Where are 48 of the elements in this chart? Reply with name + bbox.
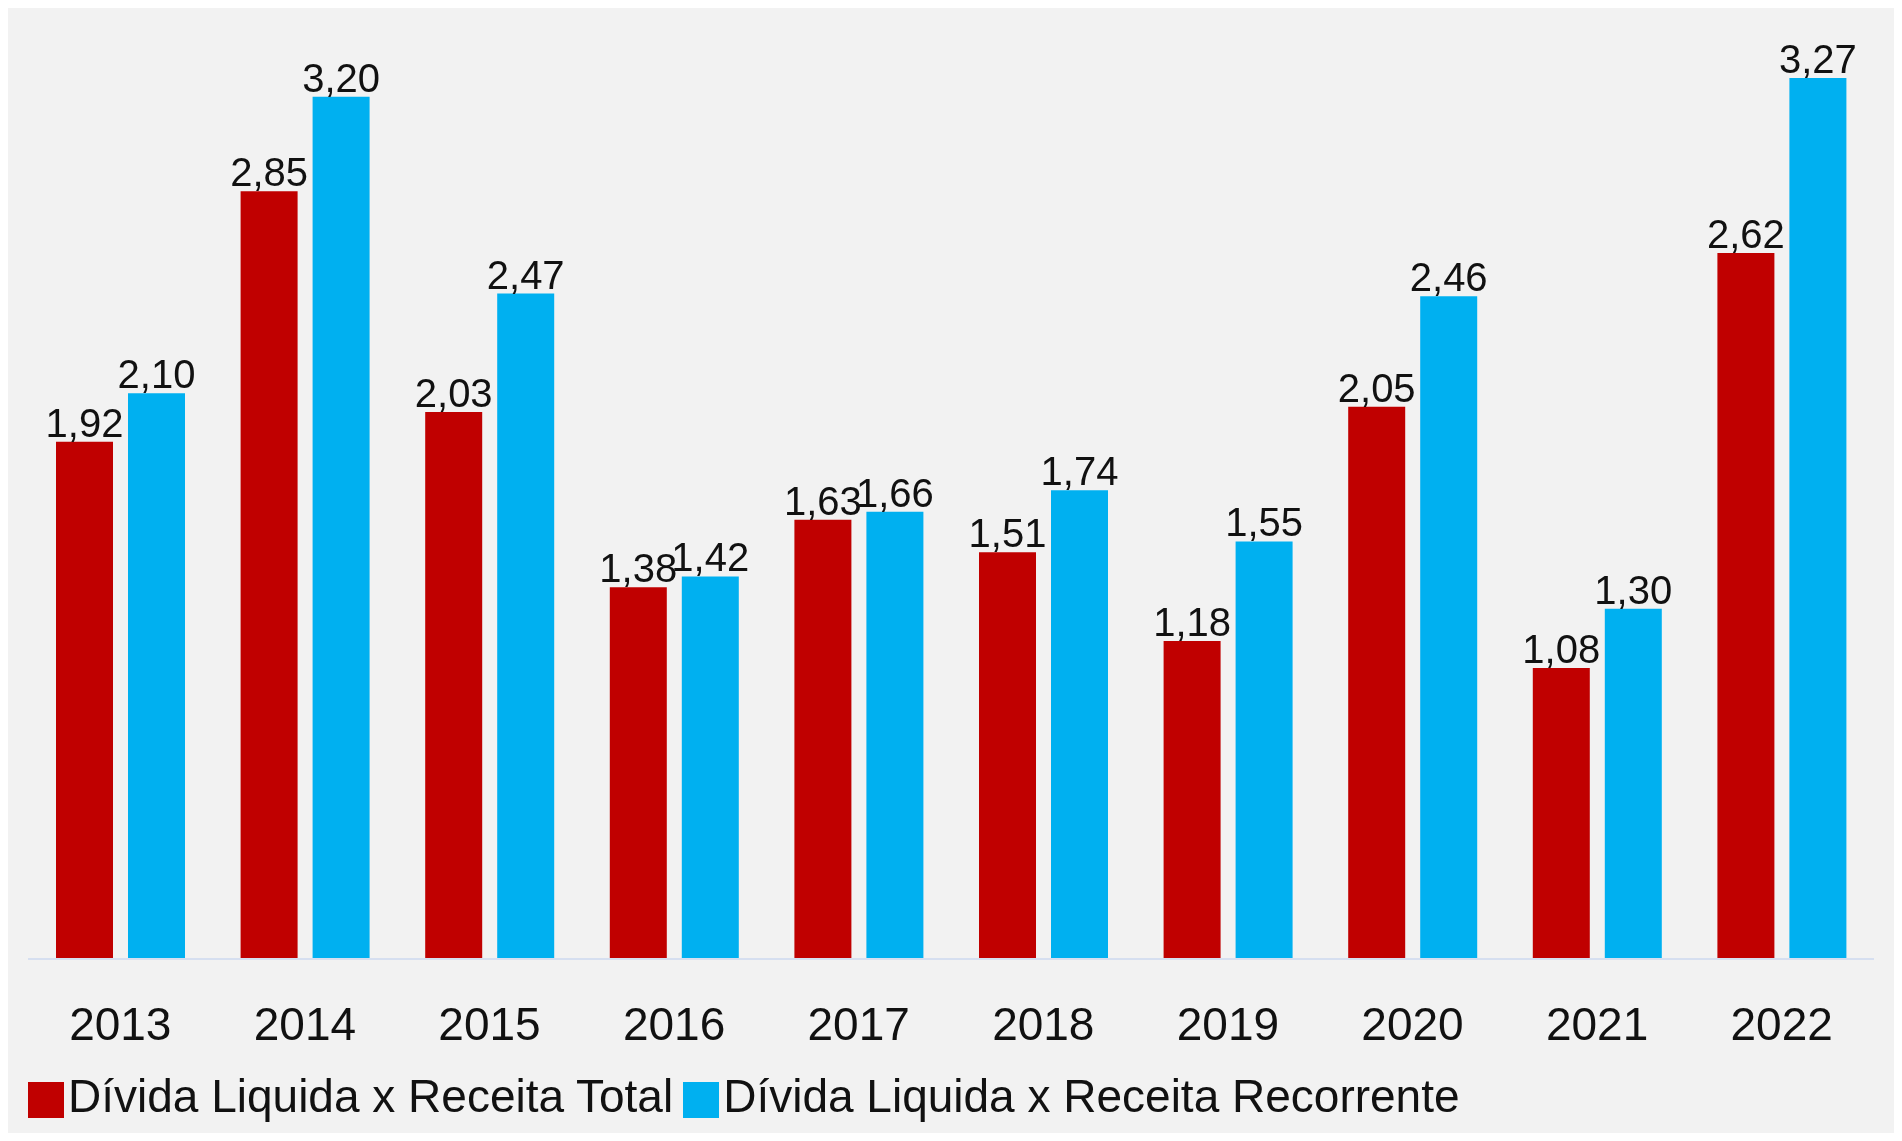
bar: [312, 96, 370, 959]
bar: [1789, 78, 1847, 959]
x-tick-label: 2022: [1730, 997, 1833, 1050]
x-tick-label: 2013: [69, 997, 172, 1050]
bar: [794, 519, 852, 959]
data-label: 2,47: [486, 252, 565, 297]
x-tick-label: 2018: [992, 997, 1095, 1050]
bar: [56, 441, 113, 959]
data-label: 2,46: [1409, 255, 1488, 300]
bar: [425, 412, 483, 959]
data-label: 1,74: [1040, 449, 1119, 494]
x-tick-label: 2019: [1176, 997, 1280, 1050]
x-tick-label: 2016: [622, 997, 726, 1050]
x-tick-label: 2021: [1545, 997, 1649, 1050]
data-label: 2,62: [1706, 212, 1785, 257]
data-label: 2,10: [117, 352, 196, 397]
bar: [1532, 668, 1590, 959]
bar: [1235, 541, 1293, 959]
legend-label: Dívida Liquida x Receita Total: [68, 1070, 674, 1122]
data-label: 1,30: [1594, 567, 1673, 612]
data-label: 1,18: [1153, 600, 1232, 645]
bar: [1717, 253, 1775, 959]
bar: [866, 511, 924, 959]
legend-label: Dívida Liquida x Receita Recorrente: [723, 1070, 1460, 1122]
data-label: 1,08: [1522, 627, 1601, 672]
x-tick-label: 2017: [807, 997, 910, 1050]
x-tick-label: 2020: [1361, 997, 1464, 1050]
bar: [1051, 490, 1108, 959]
bar: [128, 393, 185, 959]
x-tick-label: 2015: [438, 997, 541, 1050]
data-label: 3,27: [1778, 37, 1857, 81]
data-label: 1,55: [1225, 500, 1304, 545]
data-label: 1,92: [45, 400, 124, 445]
bar: [1420, 296, 1478, 959]
bar: [497, 293, 555, 959]
bar: [979, 552, 1036, 959]
bar: [240, 191, 298, 959]
data-label: 1,51: [968, 511, 1047, 556]
bar: [1348, 406, 1406, 959]
bar: [609, 587, 667, 959]
data-label: 2,05: [1337, 365, 1416, 410]
bar: [1604, 608, 1662, 959]
data-label: 3,20: [302, 55, 381, 100]
bar: [1163, 641, 1221, 959]
bar: [681, 576, 739, 959]
data-label: 2,03: [414, 371, 493, 416]
x-tick-label: 2014: [253, 997, 357, 1050]
data-label: 2,85: [230, 150, 309, 195]
